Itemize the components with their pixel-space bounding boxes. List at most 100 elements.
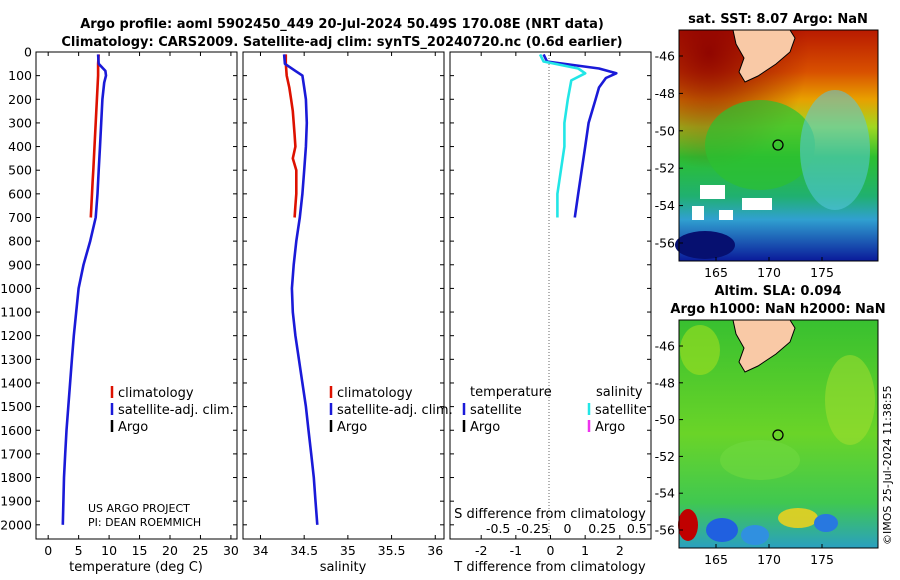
sst-cloud-gap (742, 198, 772, 210)
x-tick-label: 2 (616, 543, 624, 558)
y-tick-label: 1800 (0, 470, 32, 485)
map-y-tick-label: -54 (655, 198, 675, 213)
temperature-axes (35, 51, 238, 540)
y-tick-label: 1600 (0, 423, 32, 438)
x-tick-label: 10 (101, 543, 117, 558)
map-y-tick-label: -52 (655, 161, 675, 176)
sst-map-title: sat. SST: 8.07 Argo: NaN (688, 12, 868, 27)
salinity-axes (242, 51, 445, 540)
salinity-legend: climatology satellite-adj. clim. Argo (329, 386, 453, 435)
map-y-tick-label: -56 (655, 236, 675, 251)
y-tick-label: 400 (8, 139, 32, 154)
s-diff-tick-label: 0.25 (588, 521, 616, 536)
legend-label-sal-argo: Argo (595, 420, 625, 435)
y-tick-label: 600 (8, 186, 32, 201)
s-diff-tick-label: 0.5 (627, 521, 647, 536)
x-tick-label: 5 (75, 543, 83, 558)
sst-cloud-gap (719, 210, 733, 220)
x-tick-label: 30 (223, 543, 239, 558)
difference-xlabel-salinity: S difference from climatology (454, 507, 646, 522)
legend-label-satellite: satellite-adj. clim. (118, 403, 234, 418)
map-x-tick-label: 175 (810, 265, 834, 280)
sst-land-new-zealand (732, 29, 796, 83)
x-tick-label: 35 (340, 543, 356, 558)
sst-cool-patch (800, 90, 870, 210)
sla-negative-anomaly (814, 514, 838, 532)
sla-map-title-line2: Argo h1000: NaN h2000: NaN (670, 302, 885, 317)
y-tick-label: 200 (8, 92, 32, 107)
legend-label-temp-argo: Argo (470, 420, 500, 435)
map-y-tick-label: -50 (655, 412, 675, 427)
series-line-s-satellite (538, 53, 587, 218)
legend-label-climatology: climatology (337, 386, 413, 401)
y-tick-label: 1700 (0, 446, 32, 461)
series-line-climatology (284, 54, 298, 218)
sla-patch (720, 440, 800, 480)
axis-ticks: 0100200300400500600700800900100011001200… (0, 45, 651, 558)
y-tick-label: 0 (24, 45, 32, 60)
x-tick-label: 15 (132, 543, 148, 558)
sla-map-frame (678, 319, 879, 549)
y-tick-label: 1000 (0, 281, 32, 296)
temperature-xlabel: temperature (deg C) (69, 560, 203, 575)
x-tick-label: -1 (510, 543, 522, 558)
y-tick-label: 1100 (0, 305, 32, 320)
figure-title-line2: Climatology: CARS2009. Satellite-adj cli… (61, 35, 622, 50)
sst-map-frame (678, 29, 879, 262)
x-tick-label: 34.5 (290, 543, 318, 558)
series-line-satellite-adj-clim- (61, 54, 108, 525)
series-line-satellite-adj-clim- (282, 54, 319, 525)
map-y-tick-label: -48 (655, 375, 675, 390)
y-tick-label: 1300 (0, 352, 32, 367)
map-y-tick-label: -52 (655, 449, 675, 464)
series-line-t-satellite (542, 53, 618, 218)
y-tick-label: 2000 (0, 517, 32, 532)
x-tick-label: 0 (547, 543, 555, 558)
sla-patch (825, 355, 875, 445)
sla-land-new-zealand (732, 319, 796, 373)
series-line-climatology (89, 54, 100, 218)
difference-xlabel: T difference from climatology (453, 560, 646, 575)
sst-map (675, 29, 879, 262)
legend-label-climatology: climatology (118, 386, 194, 401)
x-tick-label: 36 (427, 543, 443, 558)
map-x-tick-label: 175 (810, 552, 834, 567)
sla-map (678, 319, 879, 549)
map-y-tick-label: -48 (655, 86, 675, 101)
sst-cloud-gap (692, 206, 704, 220)
legend-label-sal-satellite: satellite (595, 403, 647, 418)
s-diff-tick-label: -0.25 (517, 521, 549, 536)
sla-patch (680, 325, 720, 375)
sla-negative-anomaly (741, 525, 769, 545)
y-tick-label: 900 (8, 257, 32, 272)
imos-watermark: ©IMOS 25-Jul-2024 11:38:55 (881, 385, 894, 545)
map-y-tick-label: -50 (655, 123, 675, 138)
legend-label-argo: Argo (118, 420, 148, 435)
difference-axes (449, 51, 652, 540)
legend-label-argo: Argo (337, 420, 367, 435)
map-x-tick-label: 170 (757, 265, 781, 280)
legend-label-satellite: satellite-adj. clim. (337, 403, 453, 418)
sst-cold-region (675, 231, 735, 259)
y-tick-label: 300 (8, 115, 32, 130)
y-tick-label: 100 (8, 68, 32, 83)
legend-title-salinity: salinity (596, 385, 643, 400)
map-y-tick-label: -46 (655, 49, 675, 64)
y-tick-label: 500 (8, 163, 32, 178)
y-tick-label: 1200 (0, 328, 32, 343)
y-tick-label: 1900 (0, 494, 32, 509)
x-tick-label: 34 (253, 543, 269, 558)
y-tick-label: 700 (8, 210, 32, 225)
figure-title-line1: Argo profile: aoml 5902450_449 20-Jul-20… (80, 17, 604, 32)
map-y-tick-label: -46 (655, 339, 675, 354)
map-y-tick-label: -56 (655, 523, 675, 538)
sla-map-ticks: -46 -48 -50 -52 -54 -56 165 170 175 (655, 339, 834, 568)
sst-cloud-gap (700, 185, 725, 199)
temperature-legend: climatology satellite-adj. clim. Argo (110, 386, 234, 435)
difference-legend: temperature satellite Argo salinity sate… (462, 385, 647, 435)
x-tick-label: -2 (475, 543, 487, 558)
s-diff-tick-label: 0 (564, 521, 572, 536)
y-tick-label: 1500 (0, 399, 32, 414)
sla-positive-anomaly (678, 509, 698, 541)
